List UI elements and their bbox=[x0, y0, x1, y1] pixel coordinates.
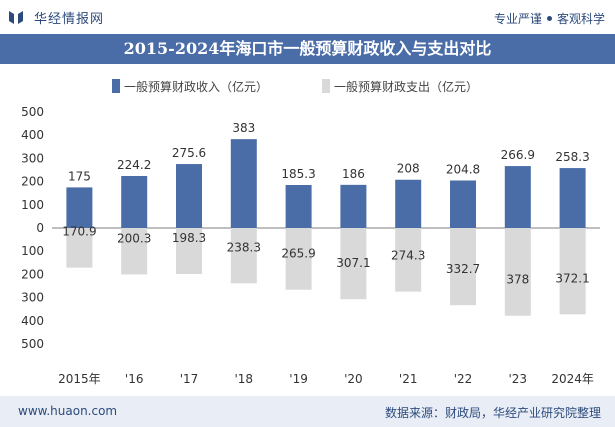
tagline: 专业严谨 客观科学 bbox=[494, 10, 605, 27]
expense-bar bbox=[176, 228, 202, 275]
expense-bar bbox=[559, 228, 586, 315]
expense-bar bbox=[230, 228, 257, 284]
expense-value-label: 200.3 bbox=[117, 231, 151, 245]
top-bar: 华经情报网 专业严谨 客观科学 bbox=[0, 0, 615, 34]
y-tick-label: 300 bbox=[21, 151, 44, 165]
legend-swatch-1 bbox=[112, 79, 120, 93]
tagline-dot bbox=[546, 16, 552, 21]
tagline-right: 客观科学 bbox=[556, 12, 605, 26]
income-value-label: 275.6 bbox=[172, 146, 206, 160]
income-value-label: 383 bbox=[232, 121, 255, 135]
expense-bar bbox=[450, 228, 476, 306]
expense-bar bbox=[66, 228, 93, 268]
expense-bar bbox=[340, 228, 367, 300]
bar-chart: 一般预算财政收入（亿元） 一般预算财政支出（亿元） 500 400 300 200 100 0… bbox=[21, 79, 600, 386]
expense-bar bbox=[395, 228, 422, 292]
y-tick-label: 200 bbox=[21, 267, 44, 281]
y-tick-label: 500 bbox=[21, 337, 44, 351]
income-value-label: 185.3 bbox=[281, 167, 315, 181]
expense-bar bbox=[285, 228, 312, 290]
y-tick-label: 400 bbox=[21, 314, 44, 328]
income-value-label: 186 bbox=[342, 167, 365, 181]
y-tick-label: 0 bbox=[36, 221, 44, 235]
title-bar: 2015-2024年海口市一般预算财政收入与支出对比 bbox=[0, 34, 615, 64]
income-bar bbox=[395, 179, 422, 228]
income-bar bbox=[176, 164, 202, 228]
y-tick-label: 200 bbox=[21, 175, 44, 189]
legend-swatch-2 bbox=[322, 79, 330, 93]
chart-title: 2015-2024年海口市一般预算财政收入与支出对比 bbox=[123, 39, 492, 58]
income-value-label: 208 bbox=[397, 162, 420, 176]
expense-bar bbox=[504, 228, 531, 316]
expense-bar bbox=[121, 228, 148, 275]
y-tick-label: 100 bbox=[21, 244, 44, 258]
income-value-label: 204.8 bbox=[446, 162, 480, 176]
expense-value-label: 274.3 bbox=[391, 249, 425, 263]
income-bar bbox=[121, 175, 148, 228]
expense-value-label: 332.7 bbox=[446, 262, 480, 276]
x-tick-label: '22 bbox=[454, 372, 473, 386]
income-bar bbox=[340, 184, 367, 228]
legend-label-2: 一般预算财政支出（亿元） bbox=[334, 79, 478, 94]
income-value-label: 175 bbox=[68, 169, 91, 183]
x-tick-label: '21 bbox=[399, 372, 418, 386]
expense-value-label: 307.1 bbox=[336, 256, 370, 270]
expense-value-label: 378 bbox=[506, 273, 529, 287]
income-bar bbox=[450, 180, 476, 228]
y-tick-label: 500 bbox=[21, 105, 44, 119]
income-bar bbox=[285, 185, 312, 228]
x-tick-label: '23 bbox=[509, 372, 528, 386]
income-bar bbox=[230, 139, 257, 228]
y-tick-label: 100 bbox=[21, 198, 44, 212]
expense-value-label: 238.3 bbox=[227, 240, 261, 254]
footer-bar: www.huaon.com 数据来源：财政局，华经产业研究院整理 bbox=[0, 396, 615, 427]
x-tick-label: '16 bbox=[125, 372, 144, 386]
income-value-label: 224.2 bbox=[117, 158, 151, 172]
income-bar bbox=[66, 187, 93, 228]
x-tick-label: '17 bbox=[180, 372, 199, 386]
legend-label-1: 一般预算财政收入（亿元） bbox=[124, 79, 268, 94]
income-bar bbox=[504, 166, 531, 228]
expense-value-label: 170.9 bbox=[62, 225, 96, 239]
expense-value-label: 265.9 bbox=[281, 247, 315, 261]
income-value-label: 258.3 bbox=[555, 150, 589, 164]
expense-value-label: 372.1 bbox=[555, 271, 589, 285]
y-tick-label: 400 bbox=[21, 128, 44, 142]
footer-url: www.huaon.com bbox=[18, 404, 118, 418]
logo-icon bbox=[9, 11, 23, 24]
income-bar bbox=[559, 168, 586, 228]
x-tick-label: '18 bbox=[235, 372, 254, 386]
tagline-left: 专业严谨 bbox=[493, 12, 542, 26]
brand-name: 华经情报网 bbox=[34, 12, 105, 27]
footer-source: 数据来源：财政局，华经产业研究院整理 bbox=[384, 406, 601, 420]
y-tick-label: 300 bbox=[21, 291, 44, 305]
expense-value-label: 198.3 bbox=[172, 231, 206, 245]
income-value-label: 266.9 bbox=[501, 148, 535, 162]
x-tick-label: 2015年 bbox=[58, 372, 101, 386]
x-tick-label: 2024年 bbox=[551, 372, 594, 386]
x-tick-label: '19 bbox=[289, 372, 308, 386]
x-tick-label: '20 bbox=[344, 372, 363, 386]
